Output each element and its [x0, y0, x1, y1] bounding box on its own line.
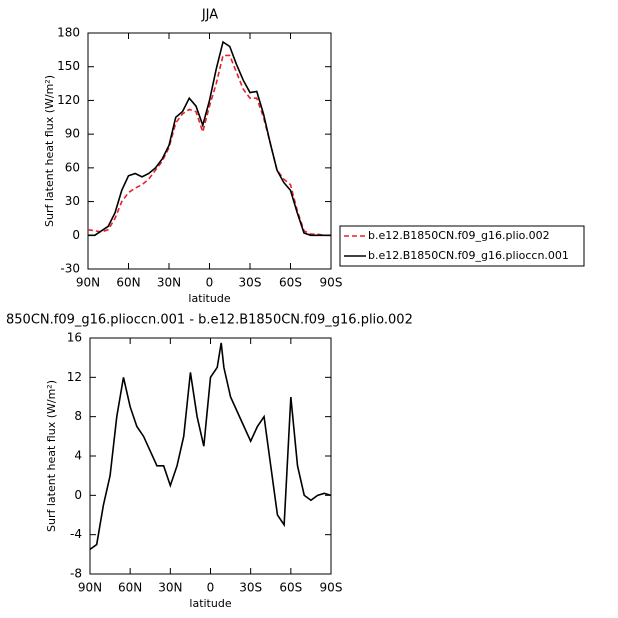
y-tick-label: 16 [67, 331, 82, 345]
x-tick-label: 30S [239, 276, 262, 290]
legend-label: b.e12.B1850CN.f09_g16.plio.002 [368, 229, 550, 242]
y-tick-label: 150 [57, 59, 80, 73]
x-tick-label: 30N [158, 581, 182, 595]
x-tick-label: 90N [76, 276, 100, 290]
x-axis-label: latitude [188, 292, 230, 305]
plot-frame [87, 32, 332, 270]
x-tick-label: 90S [320, 276, 343, 290]
x-tick-label: 60S [279, 581, 302, 595]
y-tick-label: 30 [65, 194, 80, 208]
line-series [88, 40, 331, 237]
x-tick-label: 90N [78, 581, 102, 595]
x-tick-label: 0 [207, 581, 215, 595]
y-tick-label: 120 [57, 93, 80, 107]
x-tick-label: 60N [118, 581, 142, 595]
y-tick-label: -4 [70, 527, 82, 541]
y-axis-label: Surf latent heat flux (W/m²) [45, 380, 58, 532]
x-tick-label: 30N [157, 276, 181, 290]
plot-frame [89, 337, 332, 575]
legend-label: b.e12.B1850CN.f09_g16.plioccn.001 [368, 249, 569, 262]
x-tick-label: 0 [206, 276, 214, 290]
y-tick-label: 90 [65, 127, 80, 141]
x-tick-label: 60N [116, 276, 140, 290]
chart-title: JJA [201, 8, 218, 23]
y-tick-label: 0 [74, 488, 82, 502]
x-tick-label: 30S [239, 581, 262, 595]
y-tick-label: 12 [67, 370, 82, 384]
line-series [87, 54, 331, 237]
y-tick-label: -30 [60, 262, 80, 276]
y-tick-label: 60 [65, 160, 80, 174]
y-tick-label: 180 [57, 26, 80, 40]
y-tick-label: 0 [72, 228, 80, 242]
y-tick-label: 8 [74, 409, 82, 423]
chart-title: 850CN.f09_g16.plioccn.001 - b.e12.B1850C… [6, 313, 413, 328]
x-tick-label: 60S [279, 276, 302, 290]
line-series [89, 342, 332, 551]
y-axis-label: Surf latent heat flux (W/m²) [43, 75, 56, 227]
y-tick-label: -8 [70, 567, 82, 581]
y-tick-label: 4 [74, 449, 82, 463]
x-tick-label: 90S [320, 581, 343, 595]
legend-box [339, 225, 585, 267]
x-axis-label: latitude [189, 597, 231, 610]
